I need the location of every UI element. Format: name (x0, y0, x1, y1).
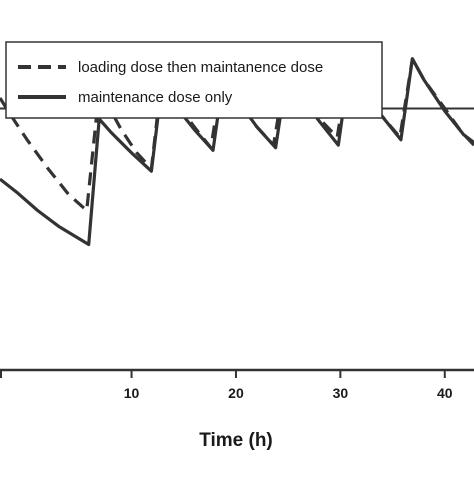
legend-box (5, 41, 383, 119)
x-tick-label: 30 (333, 385, 349, 401)
x-axis-title: Time (h) (199, 430, 273, 451)
legend-label-maintenance-dose: maintenance dose only (78, 89, 233, 106)
x-tick-label: 10 (124, 385, 140, 401)
x-tick-label: 20 (228, 385, 244, 401)
legend: loading dose then maintanence dose maint… (5, 41, 383, 119)
legend-label-loading-dose: loading dose then maintanence dose (78, 59, 323, 76)
x-tick-label: 40 (437, 385, 453, 401)
x-axis-ticks: 10 20 30 40 (0, 370, 453, 401)
